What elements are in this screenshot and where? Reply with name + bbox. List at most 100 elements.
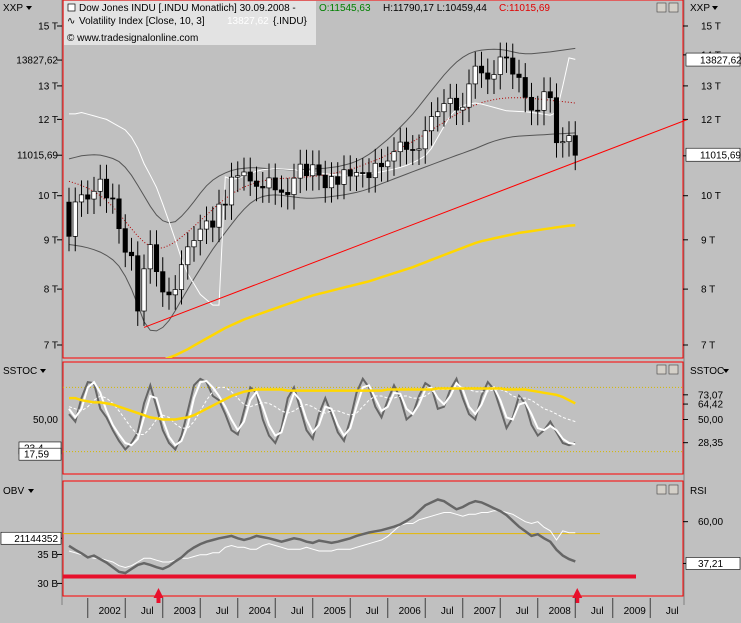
candle-up-body [466, 83, 472, 108]
rsi-right-label: RSI [690, 486, 707, 497]
price-candle [172, 275, 178, 310]
price-candle [485, 58, 491, 95]
candle-down-body [85, 194, 91, 200]
price-candle [566, 121, 572, 157]
time-axis-label: 2006 [399, 606, 422, 617]
obv-left-label: OBV [3, 486, 24, 497]
price-left-axis-label: 7 T [44, 341, 58, 352]
price-legend-checkbox[interactable] [67, 3, 76, 12]
price-candle [397, 127, 403, 167]
obv-marker-box [0, 531, 62, 545]
sstoc-close-button[interactable] [668, 364, 679, 375]
obv-close-button[interactable] [668, 484, 679, 495]
price-left-axis-label: 10 T [38, 191, 58, 202]
sstoc-left-chevron-icon[interactable] [40, 369, 46, 373]
candle-up-body [72, 201, 78, 237]
candle-up-body [566, 135, 572, 143]
price-candle [147, 230, 153, 284]
candle-up-body [235, 175, 241, 178]
candle-up-body [197, 228, 203, 241]
candle-up-body [541, 91, 547, 111]
price-left-label: XXP [3, 3, 23, 14]
price-axis-label: 7 T [701, 341, 715, 352]
time-axis-label: 2003 [174, 606, 197, 617]
price-candle [285, 177, 291, 210]
price-candle [141, 254, 147, 326]
price-candle [203, 206, 210, 245]
candle-up-body [78, 194, 85, 203]
candle-down-body [335, 176, 341, 185]
candle-up-body [291, 177, 297, 195]
price-candle [166, 277, 172, 310]
candle-down-body [410, 149, 416, 151]
price-candle [316, 150, 322, 191]
price-axis-label: 8 T [701, 285, 715, 296]
price-left-chevron-icon[interactable] [26, 6, 32, 10]
price-close-button[interactable] [668, 2, 679, 13]
rsi-line [68, 510, 576, 569]
candle-up-body [91, 190, 97, 200]
signal-arrow-icon [572, 588, 583, 603]
price-candle [522, 63, 528, 113]
candle-up-body [435, 111, 441, 117]
sstoc-series-line [68, 386, 576, 435]
obv-panel [62, 480, 684, 597]
time-axis-label: Jul [216, 606, 229, 617]
price-candle [353, 158, 360, 191]
price-candle [241, 157, 247, 191]
time-axis-label: 2008 [549, 606, 572, 617]
price-left-axis-label: 13827,62 [16, 56, 58, 67]
sstoc-left-axis-label: 50,00 [33, 415, 58, 426]
time-axis-label: Jul [441, 606, 454, 617]
price-candle [347, 155, 353, 191]
price-candle [253, 166, 260, 202]
price-candle [516, 59, 522, 93]
candle-up-body [447, 97, 453, 104]
price-candle [160, 257, 166, 307]
price-hl-label: H:11790,17 L:10459,44 [383, 3, 487, 14]
price-axis-label: 12 T [701, 115, 721, 126]
candle-down-body [222, 203, 228, 206]
price-minimize-button[interactable] [656, 2, 667, 13]
candle-up-body [353, 172, 360, 177]
candle-down-body [316, 164, 322, 176]
candle-down-body [260, 186, 266, 189]
price-candle [560, 127, 566, 158]
candle-up-body [422, 130, 428, 150]
price-right-chevron-icon[interactable] [712, 6, 718, 10]
price-candle [266, 163, 272, 203]
volatility-icon: ∿ [67, 16, 75, 27]
time-axis-label: 2005 [324, 606, 347, 617]
price-candle [78, 180, 85, 217]
candle-down-body [535, 109, 541, 112]
candle-up-body [141, 268, 147, 312]
price-candle [541, 77, 547, 126]
sstoc-right-chevron-icon[interactable] [723, 369, 729, 373]
moving-average-yellow-line [164, 223, 576, 358]
candle-up-body [460, 106, 466, 111]
sstoc-axis-label: 64,42 [698, 400, 723, 411]
candle-down-body [485, 72, 491, 80]
candle-down-body [522, 77, 528, 98]
sstoc-minimize-button[interactable] [656, 364, 667, 375]
price-candle [122, 214, 128, 268]
price-candle [435, 97, 441, 132]
candle-down-body [110, 197, 116, 200]
obv-left-chevron-icon[interactable] [28, 489, 34, 493]
price-candle [222, 189, 228, 220]
price-candle [416, 134, 422, 166]
candle-up-body [397, 141, 403, 153]
price-left-axis-label: 12 T [38, 115, 58, 126]
candle-down-body [166, 291, 172, 296]
obv-minimize-button[interactable] [656, 484, 667, 495]
price-candle [110, 183, 116, 214]
time-axis-label: Jul [591, 606, 604, 617]
price-candle [235, 161, 241, 193]
price-candle [453, 83, 460, 126]
legend-box: Dow Jones INDU [.INDU Monatlich] 30.09.2… [64, 1, 550, 45]
obv-line [68, 498, 576, 575]
price-candle [128, 237, 135, 271]
candle-up-body [441, 103, 447, 113]
price-marker-box [685, 147, 741, 162]
time-axis-label: 2007 [474, 606, 497, 617]
